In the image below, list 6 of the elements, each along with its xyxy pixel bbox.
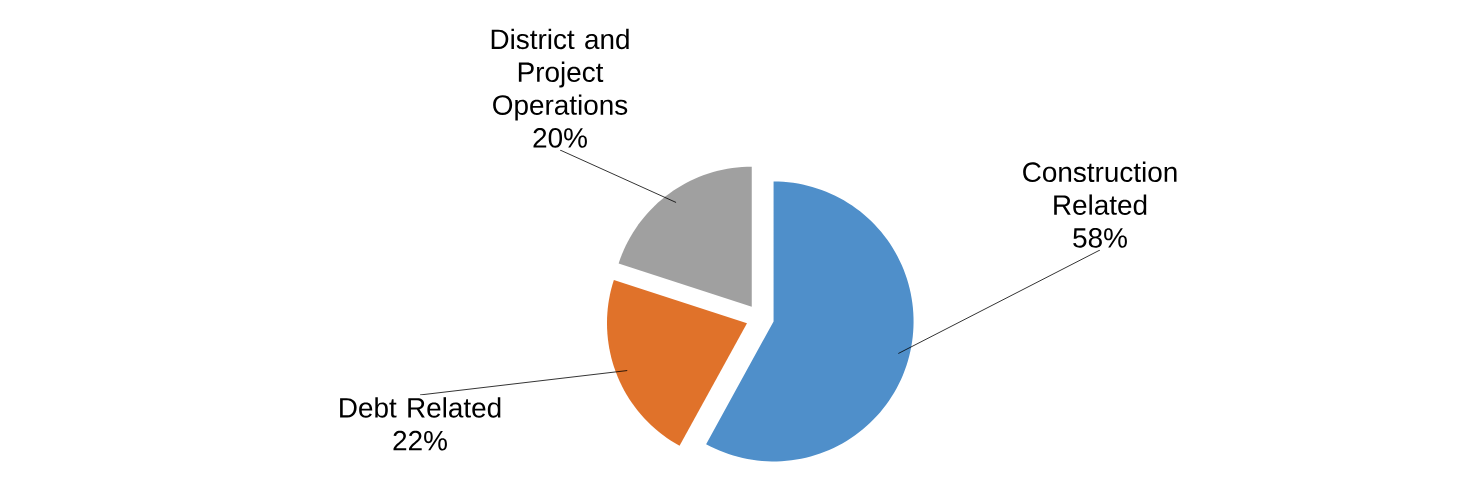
data-label: 58% [1073, 228, 1127, 248]
slice-label: Construction Related [1023, 161, 1177, 215]
data-label: 22% [393, 430, 447, 451]
slice-label: Debt Related [340, 397, 501, 418]
slice-label: District and Project Operations [491, 28, 629, 121]
data-label: 20% [533, 128, 587, 148]
